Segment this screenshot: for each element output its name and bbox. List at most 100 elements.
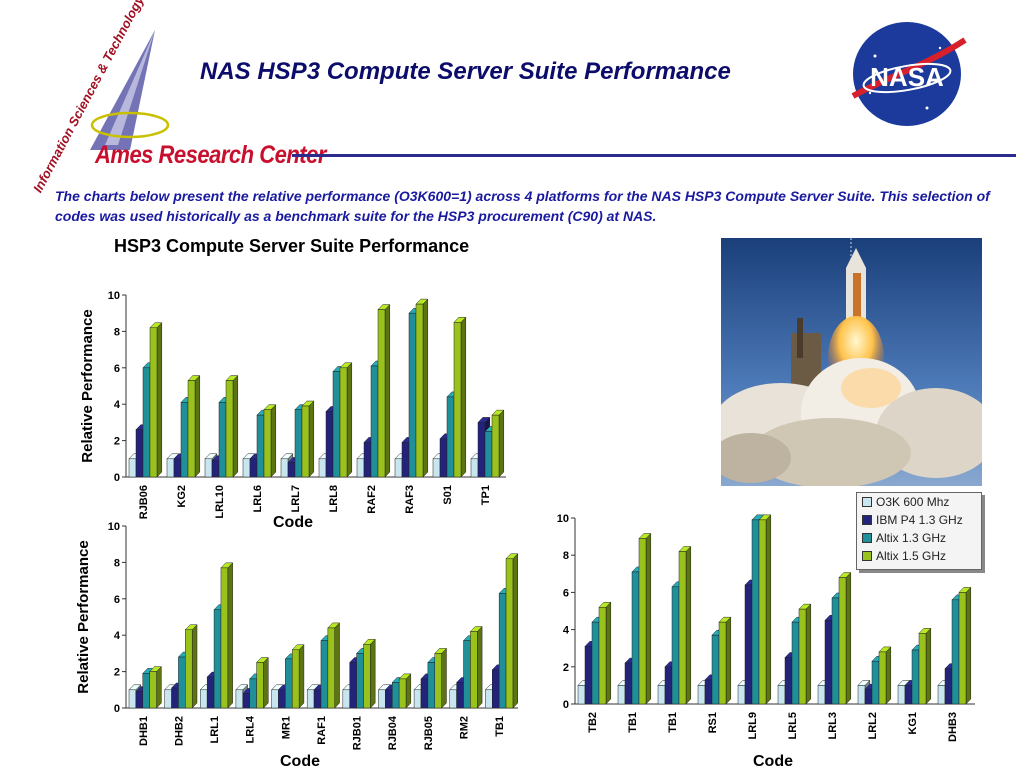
bar-side	[227, 562, 233, 709]
bar	[378, 689, 386, 709]
bar	[449, 689, 457, 709]
header-divider	[292, 154, 1016, 157]
y-tick-label: 8	[114, 326, 120, 338]
bar	[256, 414, 265, 478]
x-tick-label: RS1	[707, 712, 719, 733]
bar	[256, 662, 264, 709]
bar	[301, 405, 310, 478]
x-tick-label: RM2	[459, 716, 471, 739]
bar	[758, 519, 767, 705]
bar	[306, 689, 315, 709]
x-tick-label: LRL7	[290, 485, 302, 513]
bar	[242, 693, 250, 709]
legend-item: O3K 600 Mhz	[857, 493, 981, 511]
bar	[657, 685, 666, 705]
bar	[363, 442, 372, 478]
bar-side	[308, 400, 315, 478]
bar	[213, 609, 222, 709]
bar	[204, 458, 213, 478]
bar	[817, 685, 826, 705]
y-tick-label: 0	[114, 472, 120, 484]
bar	[271, 689, 279, 709]
y-tick-label: 6	[563, 587, 569, 599]
y-tick-label: 4	[114, 399, 121, 411]
intro-text: The charts below present the relative pe…	[55, 188, 990, 224]
bar	[624, 662, 633, 705]
x-tick-label: TP1	[480, 485, 492, 505]
bar	[944, 668, 953, 705]
bar	[470, 458, 479, 478]
bar	[263, 409, 272, 478]
y-axis-title: Relative Performance	[75, 540, 92, 693]
legend-label: O3K 600 Mhz	[876, 495, 950, 509]
bar	[484, 431, 493, 478]
legend-swatch	[862, 551, 872, 561]
bar	[704, 679, 713, 705]
y-tick-label: 10	[108, 290, 120, 302]
ames-logo-text: Ames Research Center	[95, 140, 326, 169]
bar	[415, 303, 424, 478]
bar	[171, 687, 179, 709]
bar	[864, 688, 873, 705]
bar-side	[405, 673, 412, 709]
y-tick-label: 2	[114, 667, 120, 679]
shuttle-launch-photo	[721, 238, 982, 486]
y-tick-label: 0	[114, 703, 120, 715]
x-tick-label: RJB04	[387, 715, 399, 750]
bar	[180, 402, 189, 478]
y-tick-label: 8	[114, 557, 120, 569]
bar-side	[194, 374, 201, 478]
bar	[294, 409, 303, 478]
bar	[784, 657, 793, 705]
bar-side	[156, 322, 163, 478]
bar	[831, 597, 840, 705]
chart-heading: HSP3 Compute Server Suite Performance	[114, 236, 470, 256]
bar-side	[477, 625, 483, 709]
legend-swatch	[862, 533, 872, 543]
bar	[164, 689, 172, 709]
bar	[149, 327, 158, 478]
bar-side	[232, 374, 239, 478]
bar	[128, 689, 137, 709]
bar	[173, 458, 182, 478]
bar	[200, 689, 208, 709]
bar-side	[645, 532, 652, 705]
bar	[463, 640, 471, 709]
x-tick-label: TB2	[587, 712, 599, 733]
bar	[394, 458, 403, 478]
x-tick-label: LRL4	[245, 715, 257, 743]
y-tick-label: 2	[563, 662, 569, 674]
y-axis-title: Relative Performance	[79, 309, 96, 462]
x-tick-label: LRL5	[787, 712, 799, 740]
bar	[128, 458, 137, 478]
legend-item: Altix 1.5 GHz	[857, 547, 981, 565]
bar	[878, 651, 887, 705]
page-title: NAS HSP3 Compute Server Suite Performanc…	[200, 58, 731, 85]
bar	[505, 558, 514, 709]
legend-swatch	[862, 515, 872, 525]
bar	[218, 402, 227, 478]
bar	[453, 322, 462, 478]
chart-bottom-left: 0 2 4 6 8 10 DHB1 DHB2 LRL1 LRL4 MR1 RAF1 RJB01 RJB04…	[75, 521, 519, 768]
bar	[187, 380, 196, 478]
x-tick-label: RAF2	[366, 485, 378, 514]
bar-side	[512, 553, 518, 709]
bar-side	[384, 303, 391, 478]
x-tick-label: DHB1	[138, 716, 150, 746]
x-tick-label: RJB01	[352, 716, 364, 750]
x-tick-label: LRL1	[209, 716, 221, 744]
bar	[178, 656, 186, 709]
bar-side	[156, 665, 162, 709]
bar	[135, 429, 144, 478]
bar-side	[498, 409, 505, 478]
bar-side	[422, 298, 429, 478]
bar	[142, 673, 150, 709]
bar-side	[460, 316, 467, 478]
bar	[363, 644, 371, 709]
chart-bottom-right: 0 2 4 6 8 10 TB2 TB1 TB1 RS1 LRL9 LRL5 LRL3 LRL2 KG1 DH…	[557, 513, 975, 768]
x-tick-label: MR1	[280, 716, 292, 739]
bar	[678, 551, 687, 705]
bar	[370, 365, 379, 478]
bar	[185, 629, 193, 709]
bar-side	[765, 514, 772, 705]
